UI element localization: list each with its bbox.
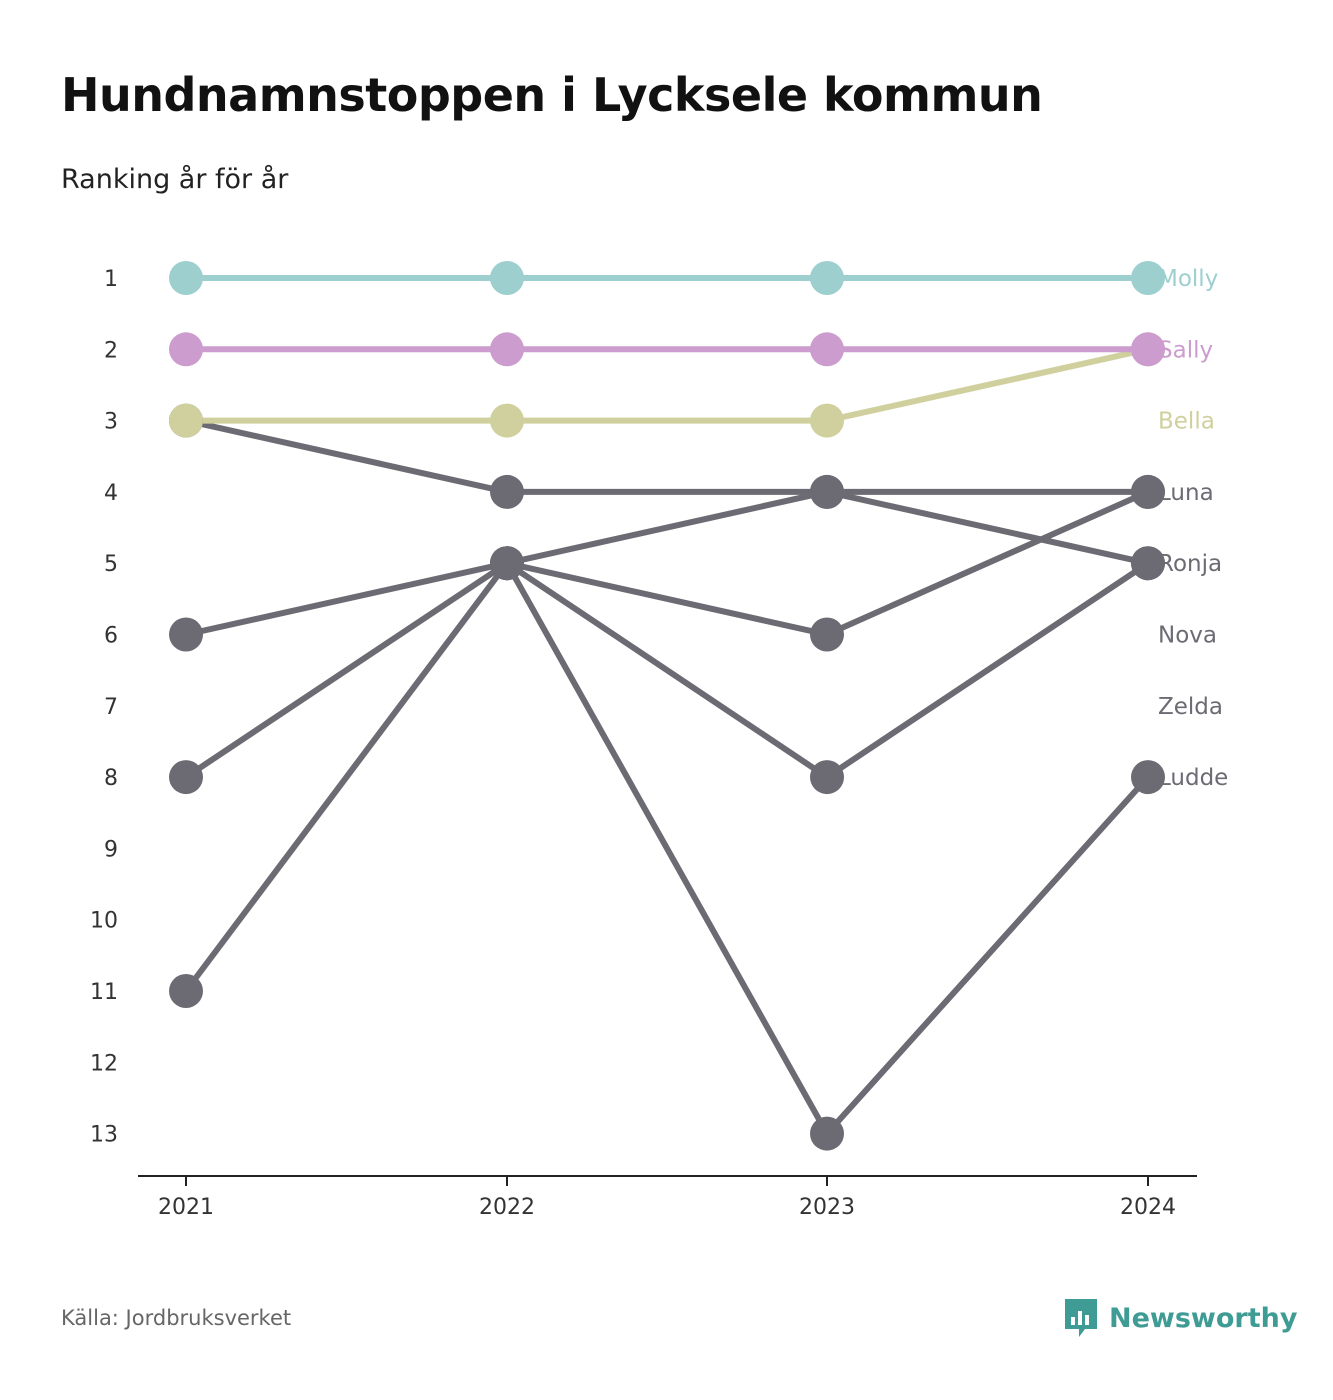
- point-molly-2024: [1131, 261, 1165, 295]
- point-zelda-2023: [810, 760, 844, 795]
- point-ronja-2024: [1131, 546, 1165, 581]
- point-ludde-2021: [169, 974, 203, 1008]
- series-label-ludde: Ludde: [1158, 765, 1228, 791]
- point-nova-2023: [810, 617, 844, 652]
- x-tick-label: 2023: [799, 1195, 855, 1220]
- point-nova-2021: [169, 617, 203, 652]
- point-sally-2023: [810, 332, 844, 367]
- chart-title: Hundnamnstoppen i Lycksele kommun: [61, 68, 1043, 122]
- point-sally-2024: [1131, 332, 1165, 367]
- y-tick-label: 13: [90, 1123, 118, 1148]
- y-tick-label: 2: [104, 338, 118, 363]
- series-labels: Molly Sally Bella Luna Ronja Nova Zelda Ludde: [1158, 266, 1228, 791]
- x-axis-ticks: 2021 2022 2023 2024: [158, 1176, 1176, 1220]
- point-zelda-2021: [169, 760, 203, 795]
- y-tick-label: 9: [104, 837, 118, 862]
- x-tick-label: 2022: [479, 1195, 535, 1220]
- x-tick-label: 2021: [158, 1195, 214, 1220]
- series-line-ludde: [183, 560, 1151, 1137]
- source-note: Källa: Jordbruksverket: [61, 1306, 292, 1330]
- y-tick-label: 6: [104, 624, 118, 649]
- y-tick-label: 12: [90, 1051, 118, 1076]
- x-tick-label: 2024: [1120, 1195, 1176, 1220]
- point-bella-2021: [169, 403, 203, 438]
- series-label-nova: Nova: [1158, 623, 1217, 649]
- series-label-luna: Luna: [1158, 480, 1214, 506]
- series-label-zelda: Zelda: [1158, 694, 1223, 720]
- series-points: [169, 261, 1165, 1151]
- brand-name: Newsworthy: [1109, 1302, 1298, 1334]
- y-tick-label: 1: [104, 267, 118, 292]
- series-lines: [183, 275, 1151, 1137]
- point-sally-2021: [169, 332, 203, 367]
- point-luna-2023: [810, 474, 844, 509]
- point-luna-2024: [1131, 474, 1165, 509]
- y-tick-label: 7: [104, 695, 118, 720]
- point-luna-2022: [490, 546, 524, 581]
- series-line-nova: [185, 489, 1150, 638]
- series-label-sally: Sally: [1158, 337, 1213, 363]
- newsworthy-logo-icon: [1065, 1299, 1097, 1337]
- point-bella-2022: [490, 403, 524, 438]
- y-tick-label: 5: [104, 552, 118, 577]
- series-label-bella: Bella: [1158, 409, 1215, 435]
- series-line-ronja: [185, 417, 1149, 567]
- point-molly-2021: [169, 261, 203, 295]
- y-tick-label: 4: [104, 481, 118, 506]
- chart-subtitle: Ranking år för år: [61, 164, 289, 195]
- series-label-molly: Molly: [1158, 266, 1218, 292]
- point-ludde-2024: [1131, 760, 1165, 795]
- series-line-zelda: [184, 560, 1150, 781]
- point-ronja-2022: [490, 474, 524, 509]
- y-tick-label: 3: [104, 410, 118, 435]
- y-tick-label: 8: [104, 766, 118, 791]
- series-line-bella: [186, 346, 1149, 424]
- point-molly-2022: [490, 261, 524, 295]
- point-molly-2023: [810, 261, 844, 295]
- point-sally-2022: [490, 332, 524, 367]
- series-label-ronja: Ronja: [1158, 551, 1222, 577]
- y-tick-label: 11: [90, 980, 118, 1005]
- brand-logo: Newsworthy: [1063, 1297, 1297, 1339]
- point-bella-2023: [810, 403, 844, 438]
- y-tick-label: 10: [90, 909, 118, 934]
- point-ludde-2023: [810, 1116, 844, 1151]
